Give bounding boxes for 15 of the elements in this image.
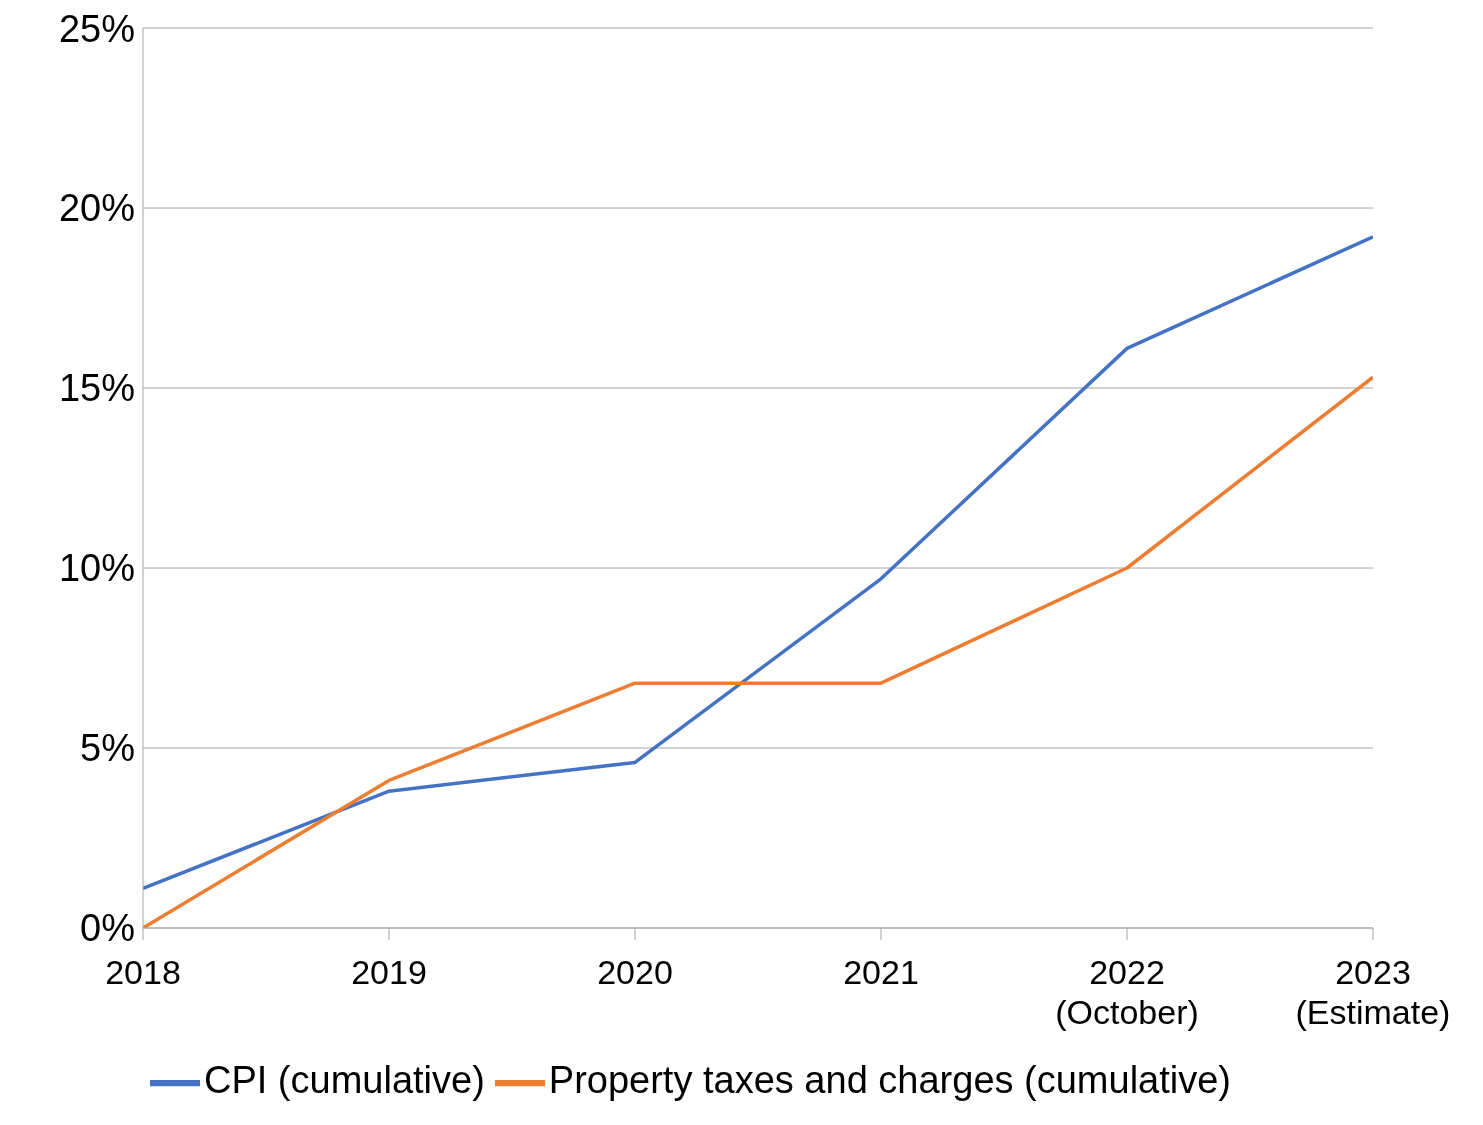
x-tick-label: 2020 <box>597 953 673 991</box>
y-tick-label: 0% <box>80 907 135 950</box>
legend-label: Property taxes and charges (cumulative) <box>548 1059 1232 1102</box>
y-tick-label: 25% <box>58 7 135 50</box>
y-tick-label: 15% <box>58 367 135 410</box>
x-tick-label: 2019 <box>351 953 427 991</box>
y-tick-label: 5% <box>80 727 135 770</box>
y-tick-label: 20% <box>58 187 135 230</box>
y-tick-label: 10% <box>58 547 135 590</box>
legend-label: CPI (cumulative) <box>203 1059 485 1102</box>
x-tick-label: 2022 (October) <box>1055 953 1199 1031</box>
line-series <box>143 235 1373 891</box>
x-tick-label: 2018 <box>105 953 181 991</box>
x-tick-label: 2021 <box>843 953 919 991</box>
x-tick-label: 2023 (Estimate) <box>1295 953 1451 1031</box>
